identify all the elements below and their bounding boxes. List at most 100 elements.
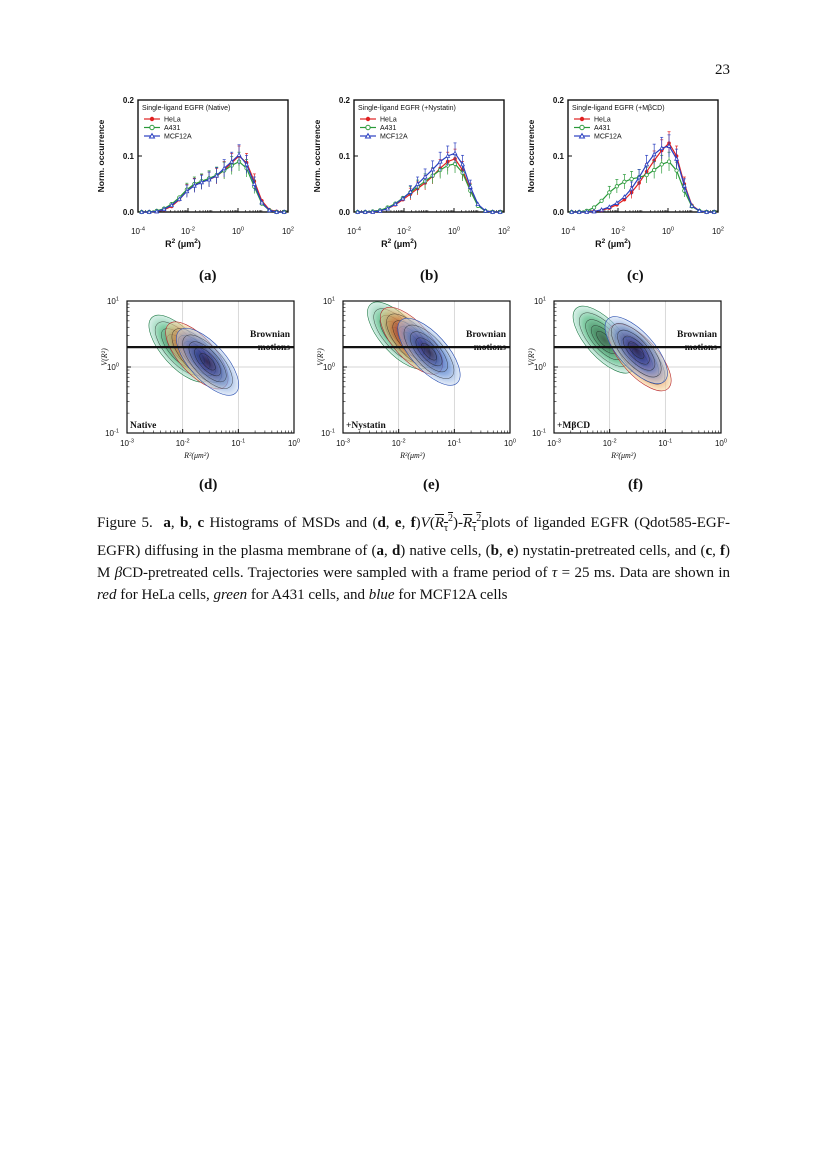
density-MCF12A — [176, 328, 239, 396]
data-point — [704, 209, 710, 214]
caption-ref-f: f — [410, 515, 416, 531]
formula-open: ( — [429, 515, 435, 531]
contour-line — [617, 329, 656, 371]
caption-text: ) nystatin-pretreated cells, and ( — [513, 543, 706, 559]
data-point — [490, 209, 496, 214]
series-MCF12A — [569, 134, 717, 214]
data-point — [467, 184, 473, 189]
caption-text: = 25 ms. Data are shown in — [557, 565, 730, 581]
x-tick-label: 100 — [715, 438, 727, 448]
y-tick-label: 0.1 — [553, 152, 565, 161]
data-point — [407, 189, 413, 194]
legend-label: MCF12A — [164, 134, 192, 141]
data-point — [385, 205, 391, 211]
data-point — [169, 202, 175, 208]
data-point — [644, 172, 649, 178]
legend-marker — [579, 124, 585, 131]
x-tick-label: 10-1 — [447, 438, 461, 448]
caption-text: Histograms of MSDs and ( — [204, 515, 378, 531]
x-tick-label: 100 — [662, 226, 674, 236]
data-point — [674, 156, 680, 161]
figure-caption: Figure 5. a, b, c Histograms of MSDs and… — [97, 508, 730, 606]
y-axis-label: Norm. occurrence — [312, 119, 322, 192]
x-tick-label: 100 — [448, 226, 460, 236]
data-point — [599, 207, 605, 212]
data-point — [614, 184, 619, 189]
formula-close: ) — [453, 515, 459, 531]
legend-label: HeLa — [594, 117, 611, 124]
legend-label: MCF12A — [594, 134, 622, 141]
x-tick-label: 10-2 — [397, 226, 411, 236]
data-point — [666, 159, 672, 164]
y-tick-label: 100 — [534, 362, 546, 372]
formula-sup2: 2 — [476, 513, 482, 524]
y-tick-label: 0.0 — [339, 208, 351, 217]
x-tick-label: 10-4 — [561, 226, 575, 236]
caption-green: green — [213, 587, 248, 603]
data-point — [176, 196, 182, 202]
formula-r: R — [434, 515, 444, 531]
data-point — [606, 204, 612, 209]
legend-label: A431 — [380, 125, 396, 132]
caption-ref-d2: d — [391, 543, 401, 559]
data-point — [281, 209, 287, 214]
caption-sep: , — [188, 515, 198, 531]
data-point — [229, 158, 235, 164]
panel-title: Single-ligand EGFR (+MβCD) — [572, 105, 665, 112]
data-point — [422, 173, 428, 179]
data-point — [659, 162, 664, 167]
y-axis-label: V(R²) — [316, 348, 325, 366]
x-tick-label: 10-2 — [392, 438, 406, 448]
y-axis-label: V(R²) — [527, 348, 536, 366]
condition-label: +MβCD — [557, 421, 590, 431]
data-point — [154, 208, 160, 214]
y-tick-label: 0.0 — [553, 208, 565, 217]
brownian-label-line1: Brownian — [250, 330, 291, 340]
caption-ref-e: e — [394, 515, 402, 531]
data-point — [622, 179, 627, 184]
legend-marker — [148, 132, 156, 139]
caption-sep: , — [401, 515, 411, 531]
data-point — [244, 161, 250, 167]
data-point — [146, 209, 152, 214]
x-axis-label: R²(μm²) — [399, 451, 425, 460]
caption-text: plots of liganded EGFR (Qdot585-EGF-EGFR… — [97, 515, 731, 559]
y-tick-label: 0.1 — [339, 152, 351, 161]
data-point — [355, 209, 361, 214]
series-MCF12A — [355, 142, 503, 214]
data-point — [711, 209, 717, 214]
caption-text: for MCF12A cells — [394, 587, 508, 603]
caption-red: red — [97, 587, 117, 603]
panel-label-e: (e) — [423, 477, 440, 493]
formula-r2-overline: Rτ2 — [463, 513, 482, 534]
data-point — [666, 143, 672, 148]
x-axis-label: R²(μm²) — [610, 451, 636, 460]
x-tick-label: 10-2 — [603, 438, 617, 448]
data-point — [214, 172, 220, 178]
y-tick-label: 0.2 — [123, 96, 135, 105]
histogram-panel-b: 0.0 0.1 0.2 10-4 10-2 100 102 Norm. occurrence R… — [312, 96, 510, 249]
formula-r2: R — [463, 515, 473, 531]
caption-text: for HeLa cells, — [116, 587, 214, 603]
contour-line — [410, 331, 448, 373]
contour-line — [622, 335, 650, 365]
figure-5: 0.0 0.1 0.2 10-4 10-2 100 102 Norm. occurrence R… — [90, 88, 740, 508]
caption-ref-c2: c — [705, 543, 713, 559]
legend-label: A431 — [164, 125, 180, 132]
y-tick-label: 0.0 — [123, 208, 135, 217]
caption-ref-b2: b — [490, 543, 499, 559]
plot-frame — [567, 99, 719, 213]
brownian-label-line2: motions — [258, 343, 291, 353]
x-tick-label: 10-1 — [231, 438, 245, 448]
x-axis-label: R²(μm²) — [183, 451, 209, 460]
data-point — [674, 168, 679, 173]
x-axis-label: R2 (μm2) — [381, 238, 417, 249]
caption-sep: , — [170, 515, 181, 531]
x-tick-label: 10-3 — [547, 438, 561, 448]
plot-frame — [137, 99, 289, 213]
legend-marker — [365, 116, 371, 122]
data-point — [644, 161, 650, 167]
data-point — [362, 209, 368, 214]
y-tick-label: 100 — [107, 362, 119, 372]
